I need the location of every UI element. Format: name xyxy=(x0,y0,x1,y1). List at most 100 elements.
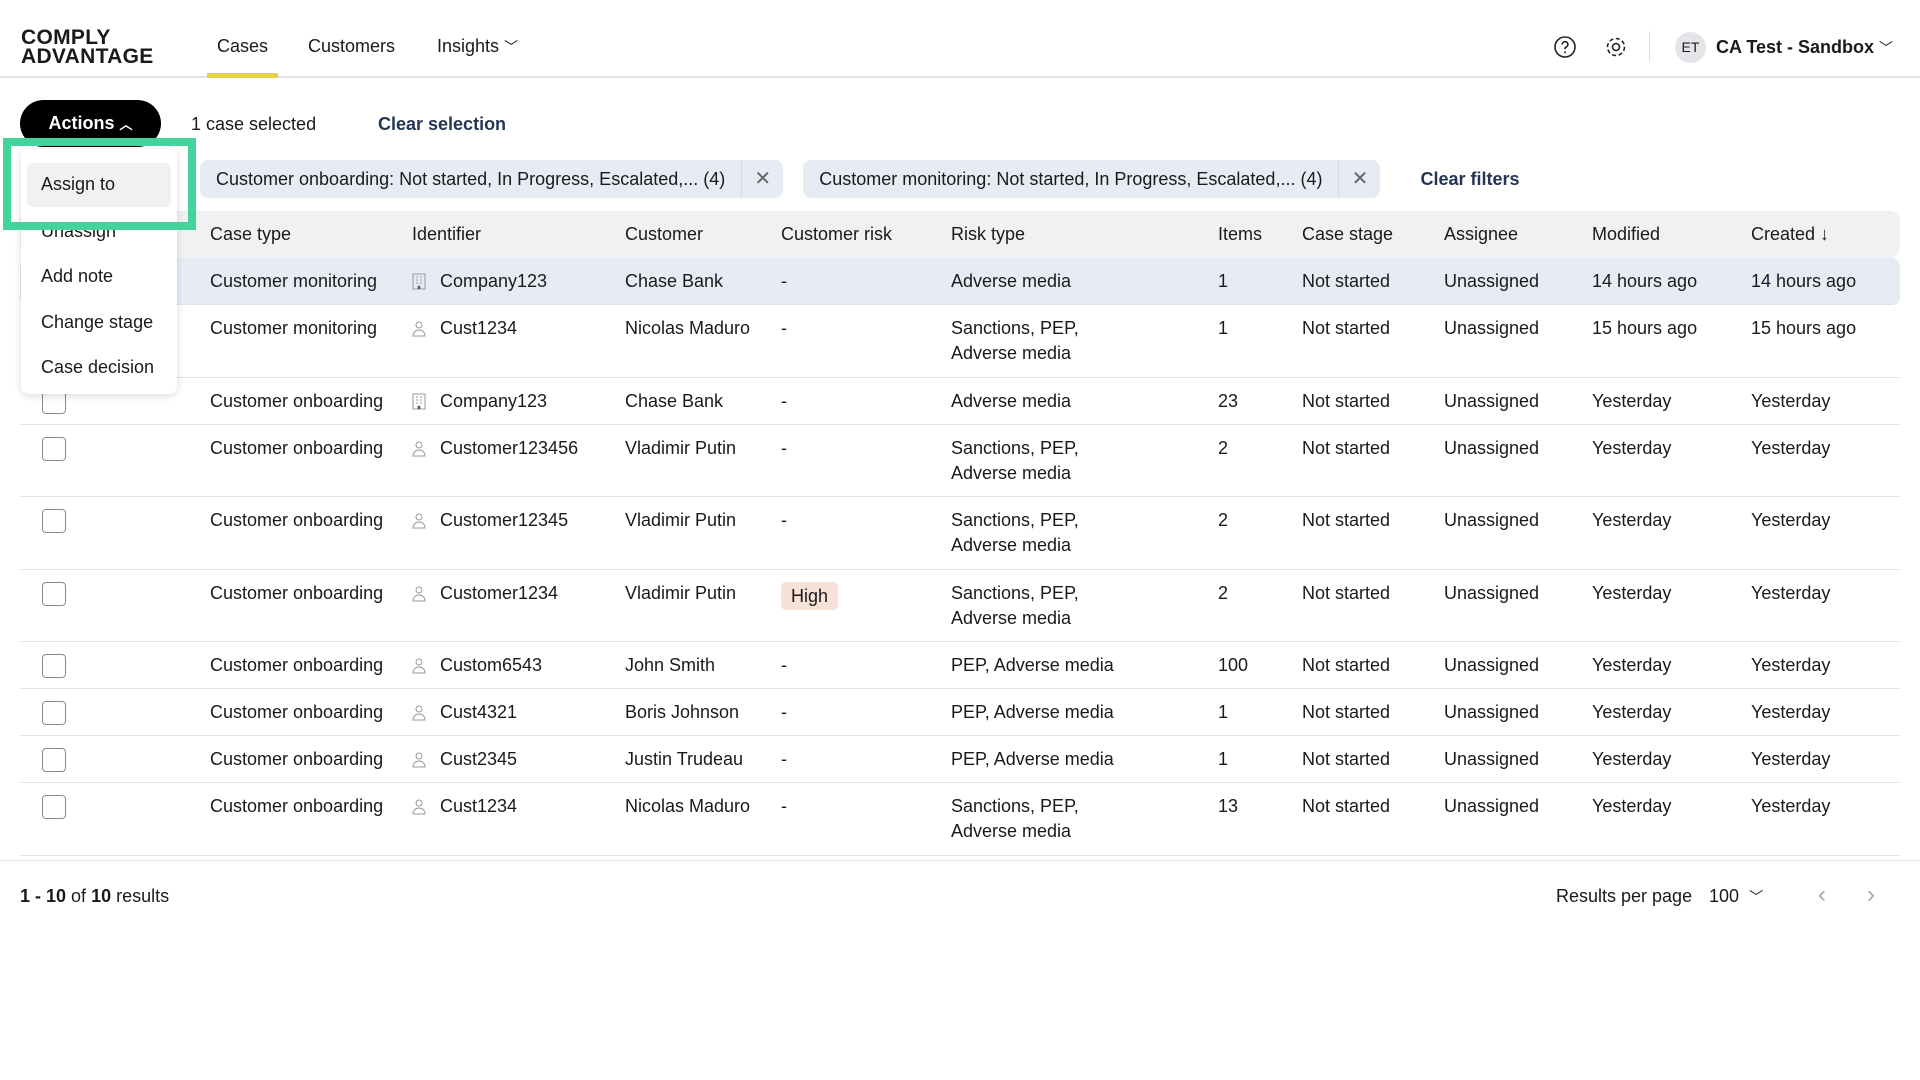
items-count: 13 xyxy=(1218,796,1239,816)
row-checkbox[interactable] xyxy=(42,582,66,606)
avatar[interactable]: ET xyxy=(1675,32,1706,63)
clear-selection-link[interactable]: Clear selection xyxy=(378,114,507,134)
modified: Yesterday xyxy=(1592,391,1672,411)
risk-type: Adverse media xyxy=(951,391,1072,411)
table-row[interactable]: Customer monitoring Cust1234 Nicolas Madur… xyxy=(20,305,1900,378)
account-name: CA Test - Sandbox xyxy=(1716,37,1875,57)
customer-name: Nicolas Maduro xyxy=(625,796,751,816)
table-row[interactable]: Customer onboarding Cust4321 Boris Johnson… xyxy=(20,689,1900,736)
customer-name: Vladimir Putin xyxy=(625,438,737,458)
column-header-identifier[interactable]: Identifier xyxy=(412,224,482,244)
case-stage: Not started xyxy=(1302,655,1391,675)
risk-type: PEP, Adverse media xyxy=(951,749,1114,769)
table-row[interactable]: Customer onboarding Customer1234 Vladimir … xyxy=(20,570,1900,642)
next-page-icon[interactable]: › xyxy=(1867,881,1875,908)
case-stage: Not started xyxy=(1302,271,1391,291)
table-header: Case type Identifier Customer Customer risk… xyxy=(20,211,1900,258)
customer-risk: - xyxy=(781,796,787,816)
chevron-down-icon: ﹀ xyxy=(1879,40,1894,56)
row-checkbox[interactable] xyxy=(42,748,66,772)
person-icon xyxy=(412,511,426,536)
created: Yesterday xyxy=(1751,702,1831,722)
risk-type: Sanctions, PEP, Adverse media xyxy=(951,438,1079,483)
close-icon[interactable]: ✕ xyxy=(1338,160,1380,198)
case-type: Customer onboarding xyxy=(210,749,384,769)
results-per-page-select[interactable]: 100 ﹀ xyxy=(1709,884,1763,910)
case-type: Customer monitoring xyxy=(210,318,378,338)
gear-icon[interactable] xyxy=(1604,35,1628,59)
risk-type: PEP, Adverse media xyxy=(951,702,1114,722)
risk-type: PEP, Adverse media xyxy=(951,655,1114,675)
filter-chip-monitoring[interactable]: Customer monitoring: Not started, In Pro… xyxy=(803,160,1381,198)
items-count: 1 xyxy=(1218,749,1229,769)
filter-chip-onboarding[interactable]: Customer onboarding: Not started, In Pro… xyxy=(200,160,784,198)
assignee: Unassigned xyxy=(1444,583,1540,603)
case-type: Customer onboarding xyxy=(210,702,384,722)
risk-badge: High xyxy=(781,582,839,610)
menu-item-add-note[interactable]: Add note xyxy=(41,266,114,286)
chevron-down-icon: ﹀ xyxy=(1749,889,1764,905)
customer-name: Boris Johnson xyxy=(625,702,740,722)
person-icon xyxy=(412,319,426,344)
menu-item-case-decision[interactable]: Case decision xyxy=(41,357,155,377)
created: 15 hours ago xyxy=(1751,318,1857,338)
case-type: Customer onboarding xyxy=(210,583,384,603)
table-row[interactable]: Customer onboarding Cust2345 Justin Trudea… xyxy=(20,736,1900,783)
menu-item-assign-to[interactable]: Assign to xyxy=(27,163,171,207)
column-header-customer-risk[interactable]: Customer risk xyxy=(781,224,893,244)
items-count: 100 xyxy=(1218,655,1249,675)
table-row[interactable]: Customer onboarding Cust1234 Nicolas Madur… xyxy=(20,783,1900,856)
tab-cases[interactable]: Cases xyxy=(206,36,279,78)
chevron-down-icon: ﹀ xyxy=(504,39,519,55)
row-checkbox[interactable] xyxy=(42,390,66,414)
identifier: Cust1234 xyxy=(440,318,518,338)
table-row[interactable]: Customer onboarding Customer12345 Vladimir… xyxy=(20,497,1900,570)
row-checkbox[interactable] xyxy=(42,437,66,461)
tab-customers[interactable]: Customers xyxy=(308,36,396,56)
column-header-case-type[interactable]: Case type xyxy=(210,224,292,244)
column-header-modified[interactable]: Modified xyxy=(1592,224,1661,244)
high-risk-badge: High xyxy=(781,582,839,610)
table-row[interactable]: Customer monitoring Company123 Chase Bank -… xyxy=(20,258,1900,305)
filter-label: Customer monitoring: Not started, In Pro… xyxy=(819,169,1323,189)
column-header-created[interactable]: Created ↓ xyxy=(1751,224,1830,244)
results-summary: 1 - 10 of 10 results xyxy=(20,886,170,906)
row-checkbox[interactable] xyxy=(42,654,66,678)
per-page-value: 100 xyxy=(1709,886,1740,906)
customer-name: Nicolas Maduro xyxy=(625,318,751,338)
row-checkbox[interactable] xyxy=(42,509,66,533)
account-switcher[interactable]: CA Test - Sandbox ﹀ xyxy=(1716,37,1893,58)
menu-item-change-stage[interactable]: Change stage xyxy=(41,312,154,332)
prev-page-icon[interactable]: ‹ xyxy=(1818,881,1826,908)
help-icon[interactable] xyxy=(1553,35,1577,59)
close-icon[interactable]: ✕ xyxy=(741,160,783,198)
customer-name: Vladimir Putin xyxy=(625,510,737,530)
customer-risk: - xyxy=(781,318,787,338)
modified: Yesterday xyxy=(1592,749,1672,769)
column-header-items[interactable]: Items xyxy=(1218,224,1263,244)
items-count: 2 xyxy=(1218,438,1229,458)
modified: Yesterday xyxy=(1592,438,1672,458)
identifier: Custom6543 xyxy=(440,655,543,675)
column-header-assignee[interactable]: Assignee xyxy=(1444,224,1519,244)
identifier: Customer12345 xyxy=(440,510,569,530)
customer-risk: - xyxy=(781,749,787,769)
modified: Yesterday xyxy=(1592,702,1672,722)
table-row[interactable]: Customer onboarding Company123 Chase Bank -… xyxy=(20,378,1900,425)
column-header-customer[interactable]: Customer xyxy=(625,224,704,244)
created: Yesterday xyxy=(1751,583,1831,603)
logo[interactable]: COMPLY ADVANTAGE xyxy=(21,26,154,68)
assignee: Unassigned xyxy=(1444,318,1540,338)
column-header-case-stage[interactable]: Case stage xyxy=(1302,224,1394,244)
table-row[interactable]: Customer onboarding Customer123456 Vladimi… xyxy=(20,425,1900,497)
clear-filters-link[interactable]: Clear filters xyxy=(1420,168,1520,189)
person-icon xyxy=(412,797,426,822)
table-row[interactable]: Customer onboarding Custom6543 John Smith -… xyxy=(20,642,1900,689)
filter-label: Customer onboarding: Not started, In Pro… xyxy=(216,169,726,189)
row-checkbox[interactable] xyxy=(42,701,66,725)
tab-insights[interactable]: Insights ﹀ xyxy=(437,36,518,57)
column-header-risk-type[interactable]: Risk type xyxy=(951,224,1026,244)
divider xyxy=(1649,31,1650,61)
row-checkbox[interactable] xyxy=(42,795,66,819)
tab-insights-label: Insights xyxy=(437,36,500,56)
